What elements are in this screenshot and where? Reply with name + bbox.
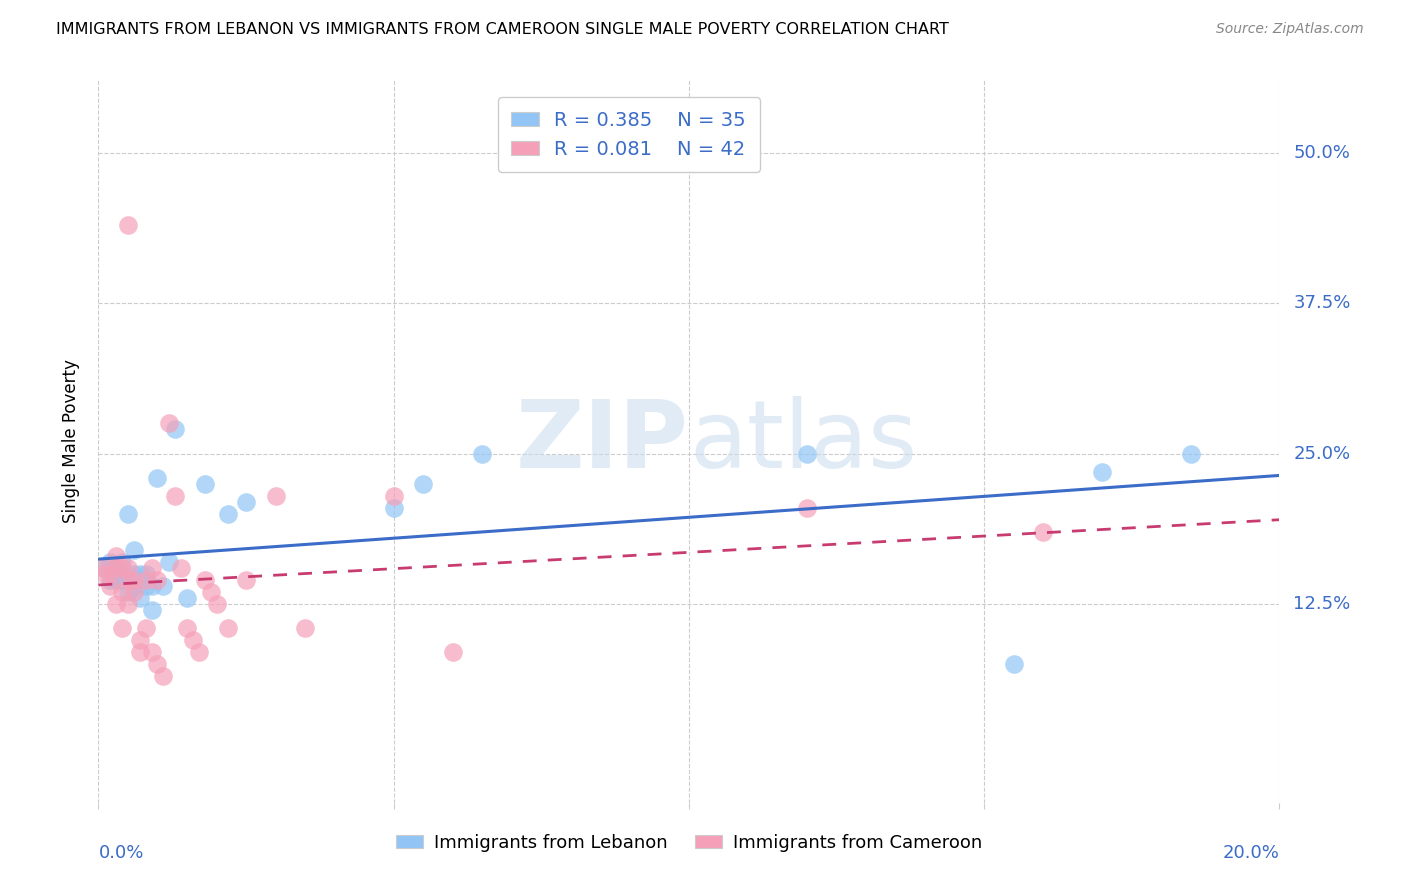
Text: ZIP: ZIP [516,395,689,488]
Point [1032,524,1054,539]
Point [105,549,128,563]
Point [117,561,139,575]
Point [1180,446,1202,460]
Point [111,561,134,575]
Text: atlas: atlas [689,395,917,488]
Point [93,567,115,582]
Point [165,423,187,437]
Point [117,218,139,232]
Point [157,555,180,569]
Point [93,561,115,575]
Point [294,621,316,635]
Point [122,579,145,593]
Point [152,579,174,593]
Text: IMMIGRANTS FROM LEBANON VS IMMIGRANTS FROM CAMEROON SINGLE MALE POVERTY CORRELAT: IMMIGRANTS FROM LEBANON VS IMMIGRANTS FR… [56,22,949,37]
Point [111,567,134,582]
Point [135,579,157,593]
Point [146,471,169,485]
Point [217,507,239,521]
Point [187,645,209,659]
Point [111,555,134,569]
Point [441,645,464,659]
Point [105,561,128,575]
Point [141,579,163,593]
Point [117,597,139,611]
Text: 50.0%: 50.0% [1294,144,1350,161]
Point [105,573,128,587]
Text: 25.0%: 25.0% [1294,444,1351,463]
Point [1002,657,1025,672]
Point [412,476,434,491]
Point [111,621,134,635]
Point [217,621,239,635]
Point [122,585,145,599]
Text: 37.5%: 37.5% [1294,294,1351,312]
Point [122,573,145,587]
Point [157,417,180,431]
Point [98,567,121,582]
Point [117,585,139,599]
Point [117,573,139,587]
Point [135,621,157,635]
Point [135,567,157,582]
Point [146,573,169,587]
Y-axis label: Single Male Poverty: Single Male Poverty [62,359,80,524]
Point [194,573,217,587]
Point [170,561,193,575]
Point [146,657,169,672]
Point [165,489,187,503]
Point [128,591,150,606]
Point [122,542,145,557]
Point [264,489,287,503]
Point [176,621,198,635]
Point [1091,465,1114,479]
Point [111,573,134,587]
Point [200,585,222,599]
Point [122,567,145,582]
Point [117,507,139,521]
Point [382,489,405,503]
Point [176,591,198,606]
Point [194,476,217,491]
Text: 20.0%: 20.0% [1223,845,1279,863]
Legend: Immigrants from Lebanon, Immigrants from Cameroon: Immigrants from Lebanon, Immigrants from… [389,826,988,859]
Point [98,579,121,593]
Point [117,573,139,587]
Point [98,555,121,569]
Point [128,645,150,659]
Point [796,500,818,515]
Text: 0.0%: 0.0% [98,845,143,863]
Text: Source: ZipAtlas.com: Source: ZipAtlas.com [1216,22,1364,37]
Point [111,585,134,599]
Point [105,561,128,575]
Point [128,633,150,648]
Point [105,597,128,611]
Point [382,500,405,515]
Point [141,603,163,617]
Point [141,561,163,575]
Point [98,573,121,587]
Point [181,633,204,648]
Text: 12.5%: 12.5% [1294,595,1351,613]
Point [93,561,115,575]
Point [128,567,150,582]
Point [235,494,257,508]
Point [205,597,228,611]
Point [235,573,257,587]
Point [796,446,818,460]
Point [135,573,157,587]
Point [471,446,494,460]
Point [141,645,163,659]
Point [152,669,174,683]
